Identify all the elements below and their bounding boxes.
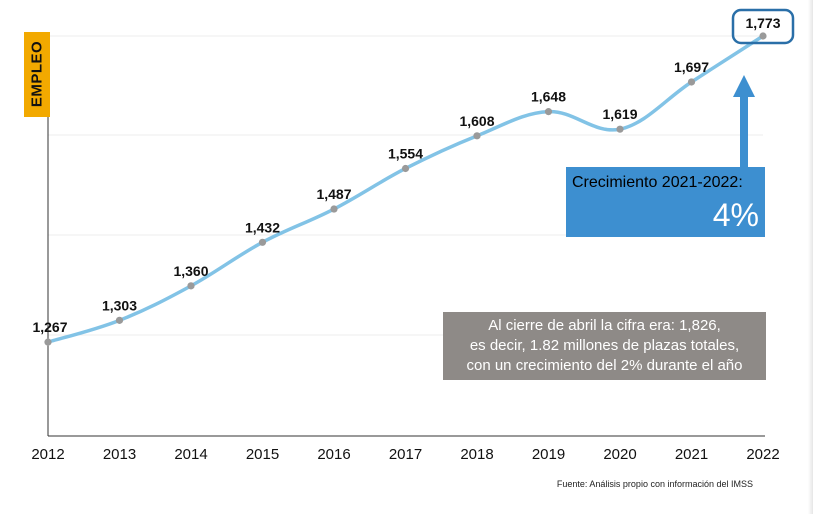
data-label: 1,619 <box>602 106 637 122</box>
data-label: 1,487 <box>316 186 351 202</box>
x-tick-label: 2015 <box>246 446 279 463</box>
data-label: 1,773 <box>745 15 780 31</box>
data-marker <box>759 32 767 40</box>
data-label: 1,267 <box>32 319 67 335</box>
growth-label: Crecimiento 2021-2022: <box>572 174 743 191</box>
arrow-head <box>733 75 755 97</box>
x-tick-label: 2018 <box>460 446 493 463</box>
data-marker <box>115 316 124 324</box>
data-marker <box>401 164 410 173</box>
data-label: 1,303 <box>102 297 137 313</box>
data-marker <box>187 282 195 290</box>
data-marker <box>44 338 52 346</box>
x-tick-label: 2014 <box>174 446 207 463</box>
data-marker <box>616 125 624 133</box>
data-markers <box>44 32 767 346</box>
x-tick-label: 2022 <box>746 446 779 463</box>
note-line-2: es decir, 1.82 millones de plazas totale… <box>469 337 740 354</box>
note-line-3: con un crecimiento del 2% durante el año <box>466 357 743 374</box>
x-tick-label: 2019 <box>532 446 565 463</box>
data-label: 1,360 <box>173 263 208 279</box>
data-marker <box>258 238 267 246</box>
growth-arrow <box>733 75 755 167</box>
arrow-shaft <box>740 93 748 167</box>
x-tick-labels: 2012 2013 2014 2015 2016 2017 2018 2019 2020 2021… <box>31 446 779 463</box>
data-label: 1,432 <box>245 219 280 235</box>
growth-value: 4% <box>712 197 759 233</box>
source-note: Fuente: Análisis propio con información … <box>556 479 753 489</box>
data-label: 1,648 <box>531 89 566 105</box>
x-tick-label: 2013 <box>103 446 136 463</box>
data-marker <box>687 78 696 86</box>
data-marker <box>473 132 481 140</box>
page-edge <box>808 0 813 514</box>
data-label: 1,608 <box>459 113 494 129</box>
highlight-box-2022 <box>731 8 795 45</box>
x-tick-label: 2021 <box>675 446 708 463</box>
x-tick-label: 2012 <box>31 446 64 463</box>
x-tick-label: 2020 <box>603 446 636 463</box>
note-callout: Al cierre de abril la cifra era: 1,826, … <box>443 312 766 380</box>
y-axis-label-box <box>24 32 50 117</box>
x-tick-label: 2016 <box>317 446 350 463</box>
data-labels: 1,267 1,303 1,360 1,432 1,487 1,554 1,608 1,648… <box>32 15 780 335</box>
data-label: 1,554 <box>388 145 423 161</box>
data-label: 1,697 <box>674 59 709 75</box>
data-marker <box>330 205 338 213</box>
growth-callout: Crecimiento 2021-2022: 4% <box>566 167 765 237</box>
x-tick-label: 2017 <box>389 446 422 463</box>
note-line-1: Al cierre de abril la cifra era: 1,826, <box>488 317 721 334</box>
y-axis-label: EMPLEO <box>28 40 46 108</box>
data-marker <box>544 108 553 116</box>
